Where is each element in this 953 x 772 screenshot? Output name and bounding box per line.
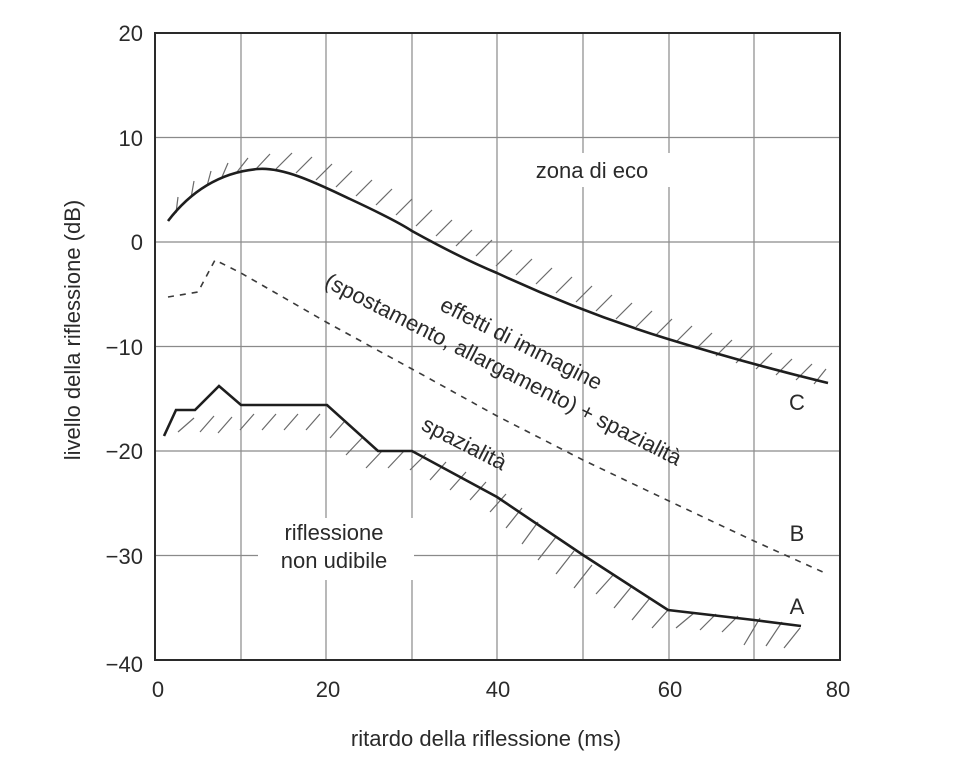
svg-text:10: 10 — [119, 126, 143, 151]
curve-label-c: C — [789, 390, 805, 415]
label-backgrounds — [258, 153, 672, 580]
curve-label-a: A — [790, 594, 805, 619]
plot-frame — [154, 32, 841, 661]
svg-text:0: 0 — [131, 230, 143, 255]
hatching — [175, 152, 827, 649]
y-tick-labels: 20 10 0 −10 −20 −30 −40 — [106, 21, 143, 677]
svg-text:60: 60 — [658, 677, 682, 702]
annotation-non-udibile: non udibile — [281, 548, 387, 573]
svg-text:40: 40 — [486, 677, 510, 702]
y-axis-label: livello della riflessione (dB) — [60, 200, 85, 460]
annotation-spostamento-allargamento: (spostamento, allargamento) + spazialità — [321, 268, 687, 471]
svg-text:0: 0 — [152, 677, 164, 702]
annotation-zona-di-eco: zona di eco — [536, 158, 649, 183]
curve-a — [162, 384, 802, 628]
svg-text:−30: −30 — [106, 544, 143, 569]
curve-label-b: B — [790, 521, 805, 546]
curve-b — [167, 258, 826, 574]
svg-text:−40: −40 — [106, 652, 143, 677]
curve-c — [166, 167, 829, 385]
svg-text:80: 80 — [826, 677, 850, 702]
svg-text:−10: −10 — [106, 335, 143, 360]
curves — [162, 167, 829, 628]
svg-text:20: 20 — [316, 677, 340, 702]
grid — [155, 33, 840, 660]
svg-text:−20: −20 — [106, 439, 143, 464]
x-tick-labels: 0 20 40 60 80 — [152, 677, 850, 702]
x-axis-label: ritardo della riflessione (ms) — [351, 726, 621, 751]
annotation-riflessione: riflessione — [284, 520, 383, 545]
svg-text:20: 20 — [119, 21, 143, 46]
